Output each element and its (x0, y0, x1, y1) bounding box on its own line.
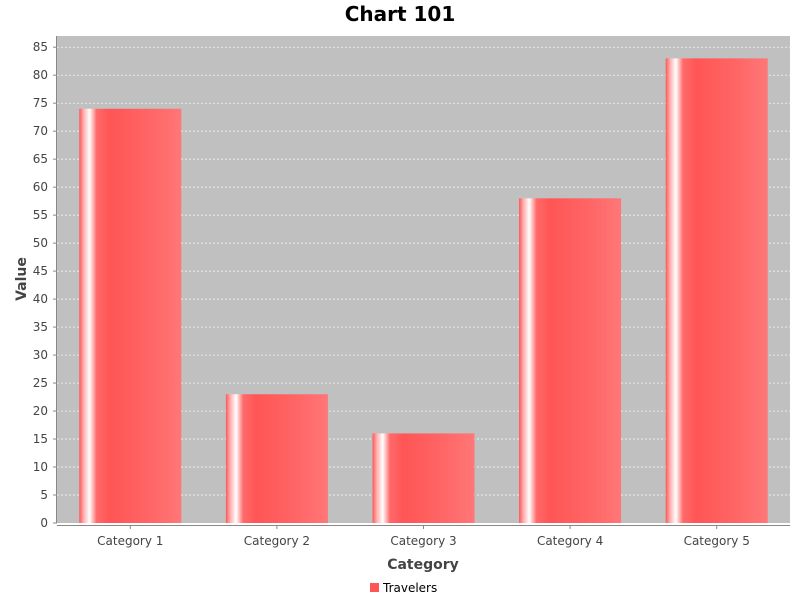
y-axis-title: Value (14, 257, 30, 301)
y-tick-label: 75 (33, 96, 48, 110)
y-tick-label: 25 (33, 376, 48, 390)
y-tick-label: 70 (33, 124, 48, 138)
legend-swatch (370, 583, 379, 592)
y-tick-label: 45 (33, 264, 48, 278)
y-tick-label: 65 (33, 152, 48, 166)
legend-label: Travelers (382, 581, 437, 595)
x-tick-label: Category 4 (537, 534, 603, 548)
y-tick-label: 50 (33, 236, 48, 250)
bar-2 (225, 394, 328, 523)
y-tick-label: 60 (33, 180, 48, 194)
bar-5 (665, 58, 768, 523)
bars (79, 58, 768, 524)
x-tick-label: Category 2 (244, 534, 310, 548)
y-tick-label: 30 (33, 348, 48, 362)
x-axis-title: Category (387, 557, 459, 573)
x-tick-label: Category 3 (390, 534, 456, 548)
legend: Travelers (370, 581, 437, 595)
y-tick-label: 15 (33, 432, 48, 446)
bar-4 (519, 198, 622, 524)
y-tick-label: 20 (33, 404, 48, 418)
bar-3 (372, 433, 475, 523)
y-tick-label: 55 (33, 208, 48, 222)
x-tick-label: Category 5 (684, 534, 750, 548)
y-tick-label: 0 (40, 516, 48, 530)
x-tick-label: Category 1 (97, 534, 163, 548)
chart-title: Chart 101 (344, 2, 456, 26)
x-axis: Category 1 Category 2 Category 3 Category 4… (57, 525, 790, 548)
y-tick-label: 85 (33, 40, 48, 54)
y-tick-label: 10 (33, 460, 48, 474)
y-axis: 0 5 10 15 20 25 30 35 40 45 50 55 60 65 70 75 80 85 (33, 36, 57, 530)
bar-1 (79, 108, 182, 524)
y-tick-label: 40 (33, 292, 48, 306)
y-tick-label: 5 (40, 488, 48, 502)
y-tick-label: 80 (33, 68, 48, 82)
y-tick-label: 35 (33, 320, 48, 334)
